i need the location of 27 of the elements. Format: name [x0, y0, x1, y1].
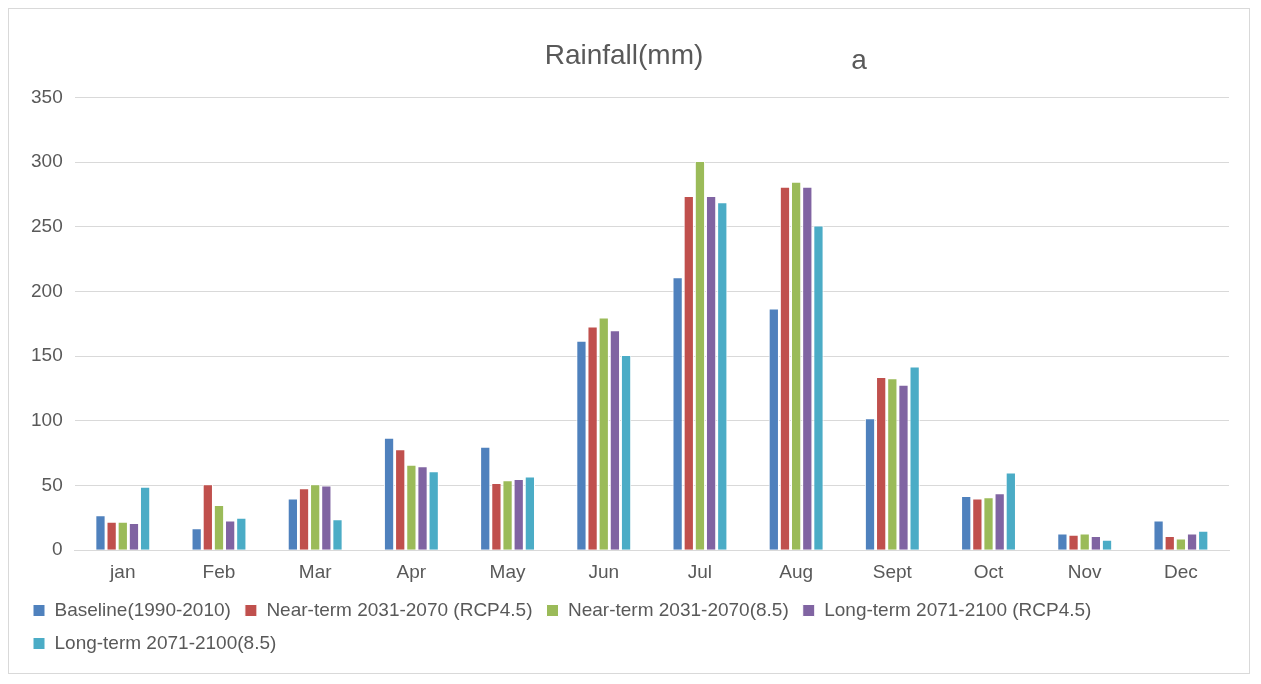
text: a — [851, 43, 868, 75]
x-tick-label: Feb — [202, 560, 236, 582]
x-tick-label: Aug — [779, 560, 814, 582]
y-tick-label: 50 — [41, 473, 63, 495]
y-tick-label: 350 — [31, 85, 63, 107]
x-tick-label: jan — [109, 560, 136, 582]
y-tick-label: 300 — [31, 150, 63, 172]
x-tick-label: Oct — [973, 560, 1005, 582]
x-tick-label: Jun — [588, 560, 620, 582]
y-tick-label: 0 — [52, 538, 63, 560]
legend-label: Long-term 2071-2100(8.5) — [54, 631, 277, 653]
legend-label: Baseline(1990-2010) — [54, 598, 231, 620]
legend-label: Long-term 2071-2100 (RCP4.5) — [824, 598, 1092, 620]
x-tick-label: Dec — [1164, 560, 1198, 582]
y-tick-label: 150 — [31, 344, 63, 366]
chart-title: Rainfall(mm) — [544, 38, 704, 70]
x-tick-label: Jul — [687, 560, 713, 582]
legend-label: Near-term 2031-2070(8.5) — [568, 598, 789, 620]
x-tick-label: Apr — [396, 560, 427, 582]
y-tick-label: 100 — [31, 409, 63, 431]
y-tick-label: 200 — [31, 279, 63, 301]
x-tick-label: Nov — [1067, 560, 1103, 582]
x-tick-label: Sept — [872, 560, 913, 582]
y-tick-label: 250 — [31, 215, 63, 237]
legend-label: Near-term 2031-2070 (RCP4.5) — [266, 598, 533, 620]
x-tick-label: Mar — [298, 560, 333, 582]
x-tick-label: May — [489, 560, 526, 582]
